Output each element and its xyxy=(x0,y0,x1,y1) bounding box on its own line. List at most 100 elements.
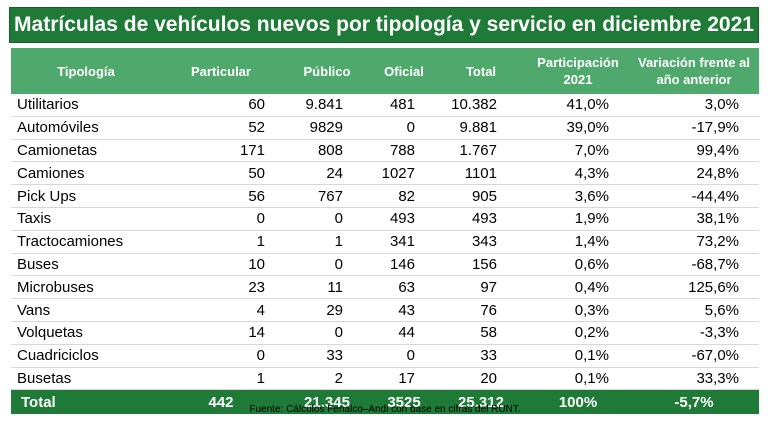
header-participacion: Participación 2021 xyxy=(527,48,629,94)
cell-particular: 23 xyxy=(161,275,281,300)
cell-tipologia: Microbuses xyxy=(11,275,161,300)
cell-total: 20 xyxy=(435,367,527,391)
cell-total: 10.382 xyxy=(435,94,527,117)
cell-total: 1101 xyxy=(435,161,527,186)
cell-oficial: 481 xyxy=(373,94,435,117)
total-cell-total: 25.312 xyxy=(435,389,527,415)
header-total: Total xyxy=(435,48,527,94)
cell-variacion: -67,0% xyxy=(629,344,759,368)
header-oficial: Oficial xyxy=(373,48,435,94)
cell-total: 9.881 xyxy=(435,116,527,140)
total-cell-publico: 21.345 xyxy=(281,389,373,415)
header-row: Tipología Particular Público Oficial Tot… xyxy=(11,48,759,94)
cell-total: 493 xyxy=(435,207,527,231)
table-row: Camionetas 171 808 788 1.767 7,0% 99,4% xyxy=(11,139,759,163)
cell-tipologia: Pick Ups xyxy=(11,184,161,208)
cell-participacion: 4,3% xyxy=(527,161,629,186)
table-row: Vans 4 29 43 76 0,3% 5,6% xyxy=(11,298,759,322)
cell-publico: 29 xyxy=(281,298,373,322)
total-cell-variacion: -5,7% xyxy=(629,389,759,415)
cell-tipologia: Buses xyxy=(11,253,161,277)
cell-participacion: 39,0% xyxy=(527,116,629,140)
cell-participacion: 0,1% xyxy=(527,367,629,391)
cell-participacion: 0,4% xyxy=(527,275,629,300)
table-row: Volquetas 14 0 44 58 0,2% -3,3% xyxy=(11,321,759,345)
cell-particular: 4 xyxy=(161,298,281,322)
cell-tipologia: Camionetas xyxy=(11,139,161,163)
cell-oficial: 493 xyxy=(373,207,435,231)
cell-particular: 60 xyxy=(161,94,281,117)
total-cell-participacion: 100% xyxy=(527,389,629,415)
cell-tipologia: Volquetas xyxy=(11,321,161,345)
cell-variacion: 33,3% xyxy=(629,367,759,391)
cell-variacion: -44,4% xyxy=(629,184,759,208)
cell-variacion: 73,2% xyxy=(629,230,759,254)
cell-variacion: 5,6% xyxy=(629,298,759,322)
table-row: Utilitarios 60 9.841 481 10.382 41,0% 3,0% xyxy=(11,94,759,117)
header-publico: Público xyxy=(281,48,373,94)
cell-total: 1.767 xyxy=(435,139,527,163)
cell-participacion: 3,6% xyxy=(527,184,629,208)
cell-publico: 9.841 xyxy=(281,94,373,117)
cell-oficial: 63 xyxy=(373,275,435,300)
cell-tipologia: Busetas xyxy=(11,367,161,391)
cell-publico: 9829 xyxy=(281,116,373,140)
table-row: Cuadriciclos 0 33 0 33 0,1% -67,0% xyxy=(11,344,759,368)
table-row: Busetas 1 2 17 20 0,1% 33,3% xyxy=(11,367,759,391)
cell-variacion: 125,6% xyxy=(629,275,759,300)
cell-publico: 33 xyxy=(281,344,373,368)
cell-participacion: 7,0% xyxy=(527,139,629,163)
cell-publico: 1 xyxy=(281,230,373,254)
cell-particular: 0 xyxy=(161,207,281,231)
cell-variacion: -3,3% xyxy=(629,321,759,345)
cell-oficial: 341 xyxy=(373,230,435,254)
cell-tipologia: Tractocamiones xyxy=(11,230,161,254)
table-row: Pick Ups 56 767 82 905 3,6% -44,4% xyxy=(11,184,759,208)
cell-particular: 171 xyxy=(161,139,281,163)
cell-participacion: 0,6% xyxy=(527,253,629,277)
cell-oficial: 146 xyxy=(373,253,435,277)
cell-publico: 2 xyxy=(281,367,373,391)
table-row: Taxis 0 0 493 493 1,9% 38,1% xyxy=(11,207,759,231)
cell-publico: 0 xyxy=(281,321,373,345)
cell-variacion: 99,4% xyxy=(629,139,759,163)
header-variacion: Variación frente al año anterior xyxy=(629,48,759,94)
cell-particular: 14 xyxy=(161,321,281,345)
source-note: Fuente: Cálculos Fenalco–Andi con base e… xyxy=(249,404,521,415)
cell-participacion: 1,9% xyxy=(527,207,629,231)
cell-total: 905 xyxy=(435,184,527,208)
header-particular: Particular xyxy=(161,48,281,94)
cell-total: 33 xyxy=(435,344,527,368)
table-row: Camiones 50 24 1027 1101 4,3% 24,8% xyxy=(11,161,759,186)
cell-publico: 11 xyxy=(281,275,373,300)
cell-total: 343 xyxy=(435,230,527,254)
cell-tipologia: Automóviles xyxy=(11,116,161,140)
cell-publico: 0 xyxy=(281,253,373,277)
cell-variacion: -68,7% xyxy=(629,253,759,277)
cell-tipologia: Camiones xyxy=(11,161,161,186)
registrations-table: Tipología Particular Público Oficial Tot… xyxy=(11,48,759,415)
total-cell-oficial: 3525 xyxy=(373,389,435,415)
total-row: Total 442 21.345 3525 25.312 100% -5,7% xyxy=(11,389,759,415)
cell-oficial: 44 xyxy=(373,321,435,345)
cell-particular: 1 xyxy=(161,367,281,391)
cell-total: 156 xyxy=(435,253,527,277)
cell-oficial: 17 xyxy=(373,367,435,391)
table-title: Matrículas de vehículos nuevos por tipol… xyxy=(9,7,759,43)
cell-participacion: 0,1% xyxy=(527,344,629,368)
cell-tipologia: Taxis xyxy=(11,207,161,231)
table-row: Automóviles 52 9829 0 9.881 39,0% -17,9% xyxy=(11,116,759,140)
cell-publico: 767 xyxy=(281,184,373,208)
cell-oficial: 788 xyxy=(373,139,435,163)
cell-oficial: 1027 xyxy=(373,161,435,186)
table-row: Microbuses 23 11 63 97 0,4% 125,6% xyxy=(11,275,759,300)
cell-publico: 0 xyxy=(281,207,373,231)
cell-tipologia: Utilitarios xyxy=(11,94,161,117)
cell-variacion: 3,0% xyxy=(629,94,759,117)
cell-participacion: 0,3% xyxy=(527,298,629,322)
cell-publico: 24 xyxy=(281,161,373,186)
cell-participacion: 41,0% xyxy=(527,94,629,117)
cell-participacion: 0,2% xyxy=(527,321,629,345)
cell-total: 97 xyxy=(435,275,527,300)
cell-participacion: 1,4% xyxy=(527,230,629,254)
